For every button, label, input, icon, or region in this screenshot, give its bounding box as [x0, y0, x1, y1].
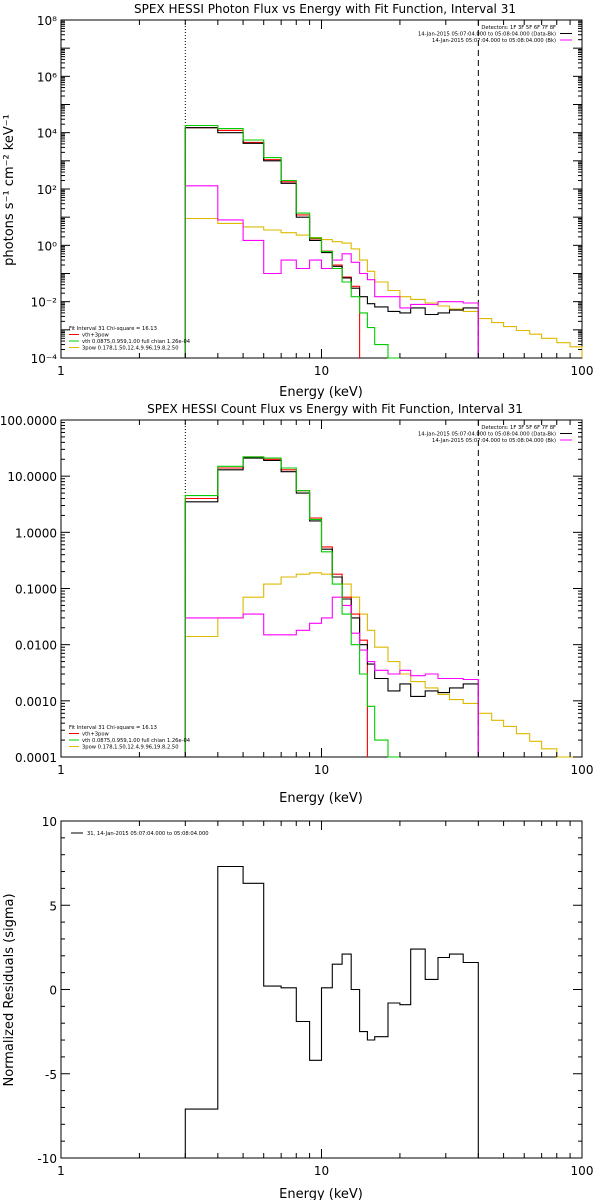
count-flux-series-group — [184, 456, 582, 758]
photon-flux-x-axis-label: Energy (keV) — [279, 385, 363, 400]
photon-flux-legend-bottom-left: Fit Interval 31 Chi-square = 16.13vth+3p… — [69, 326, 191, 352]
photon-flux-x-tick-label: 10 — [314, 364, 329, 378]
residuals-axes: 1 10 100 -10 -5 0 5 10 — [37, 815, 593, 1178]
count-flux-legend-entry: vth 0.0875,0.959,1.00 full chian 1.26e-0… — [82, 738, 191, 744]
count-flux-x-tick-label: 10 — [314, 763, 329, 777]
residuals-x-tick-label: 1 — [57, 1164, 65, 1178]
count-flux-y-tick-label: 10.0000 — [7, 470, 57, 484]
photon-flux-series-vth-plus-3pow — [184, 127, 361, 358]
photon-flux-y-tick-label: 10⁸ — [37, 14, 57, 28]
count-flux-legend-entry: 14-Jan-2015 05:07:04.000 to 05:08:04.000… — [418, 432, 556, 438]
residuals-y-axis-label: Normalized Residuals (sigma) — [2, 893, 17, 1086]
photon-flux-legend-entry: vth+3pow — [82, 333, 110, 339]
photon-flux-x-tick-label: 100 — [571, 364, 594, 378]
count-flux-legend-top-right: Detectors: 1F 3F 5F 6F 7F 8F14-Jan-2015 … — [418, 425, 572, 444]
photon-flux-x-tick-label: 1 — [57, 364, 65, 378]
count-flux-legend-entry: vth+3pow — [82, 732, 110, 738]
residuals-y-tick-label: 5 — [49, 899, 57, 913]
photon-flux-series-3pow — [184, 217, 583, 358]
count-flux-y-tick-label: 0.1000 — [15, 583, 57, 597]
count-flux-x-axis-label: Energy (keV) — [279, 791, 363, 806]
count-flux-legend-entry: 14-Jan-2015 05:07:04.000 to 05:08:04.000… — [432, 438, 556, 444]
count-flux-series-3pow — [184, 572, 582, 758]
count-flux-chart-title: SPEX HESSI Count Flux vs Energy with Fit… — [147, 402, 523, 416]
residuals-legend: 31, 14-Jan-2015 05:07:04.000 to 05:08:04… — [71, 831, 209, 837]
count-flux-y-tick-label: 0.0010 — [15, 695, 57, 709]
count-flux-series-background — [184, 596, 479, 757]
photon-flux-legend-entry: Fit Interval 31 Chi-square = 16.13 — [69, 326, 157, 332]
residuals-x-axis-label: Energy (keV) — [279, 1187, 363, 1200]
residuals-y-tick-label: -5 — [45, 1068, 57, 1082]
residuals-y-tick-label: 10 — [42, 815, 57, 829]
photon-flux-legend-entry: Detectors: 1F 3F 5F 6F 7F 8F — [481, 25, 556, 31]
count-flux-legend-entry: 3pow 0.178,1.50,12.4,9.96,19.8,2.50 — [82, 745, 179, 751]
count-flux-y-tick-label: 0.0100 — [15, 639, 57, 653]
photon-flux-y-tick-label: 10⁶ — [37, 70, 57, 84]
residuals-chart: 1 10 100 -10 -5 0 5 10 Energy (keV) Normalized … — [2, 815, 593, 1200]
residuals-legend-entry: 31, 14-Jan-2015 05:07:04.000 to 05:08:04… — [87, 831, 209, 837]
photon-flux-chart: SPEX HESSI Photon Flux vs Energy with Fi… — [2, 2, 593, 400]
count-flux-x-tick-label: 1 — [57, 763, 65, 777]
residuals-x-tick-label: 100 — [571, 1164, 594, 1178]
count-flux-x-tick-label: 100 — [571, 763, 594, 777]
count-flux-legend-entry: Detectors: 1F 3F 5F 6F 7F 8F — [481, 425, 556, 431]
residuals-series-residuals — [184, 865, 479, 1158]
count-flux-legend-bottom-left: Fit Interval 31 Chi-square = 16.13vth+3p… — [69, 725, 191, 751]
count-flux-series-data-minus-bk — [184, 457, 479, 757]
photon-flux-y-tick-label: 10⁴ — [37, 127, 57, 141]
photon-flux-y-axis-label: photons s⁻¹ cm⁻² keV⁻¹ — [2, 114, 17, 266]
photon-flux-series-group — [184, 124, 583, 359]
photon-flux-y-tick-label: 10⁰ — [37, 239, 57, 253]
photon-flux-series-data-minus-bk — [184, 127, 479, 358]
residuals-y-tick-label: -10 — [37, 1152, 57, 1166]
count-flux-y-tick-label: 100.0000 — [0, 414, 57, 428]
photon-flux-plot-frame — [60, 19, 583, 359]
photon-flux-y-tick-label: 10² — [37, 183, 57, 197]
photon-flux-y-tick-label: 10⁻² — [31, 296, 58, 310]
count-flux-y-tick-label: 0.0001 — [15, 751, 57, 765]
count-flux-legend-entry: Fit Interval 31 Chi-square = 16.13 — [69, 725, 157, 731]
photon-flux-legend-entry: 14-Jan-2015 05:07:04.000 to 05:08:04.000… — [432, 38, 556, 44]
count-flux-series-vth — [184, 456, 400, 758]
count-flux-vlines — [184, 420, 479, 757]
photon-flux-legend-entry: vth 0.0875,0.959,1.00 full chian 1.26e-0… — [82, 339, 191, 345]
count-flux-axes: 1 10 100 0.0001 0.0010 0.0100 0.1000 1.0000 10.0… — [0, 414, 593, 777]
photon-flux-series-background — [184, 185, 479, 358]
photon-flux-chart-title: SPEX HESSI Photon Flux vs Energy with Fi… — [134, 2, 516, 16]
photon-flux-legend-top-right: Detectors: 1F 3F 5F 6F 7F 8F14-Jan-2015 … — [418, 25, 572, 44]
photon-flux-axes: 1 10 100 10⁻⁴ 10⁻² 10⁰ 10² 10⁴ 10⁶ 10⁸ — [31, 14, 594, 378]
count-flux-chart: SPEX HESSI Count Flux vs Energy with Fit… — [0, 402, 593, 806]
count-flux-plot-frame — [60, 419, 583, 758]
photon-flux-vlines — [184, 20, 479, 358]
photon-flux-y-tick-label: 10⁻⁴ — [31, 352, 58, 366]
count-flux-y-tick-label: 1.0000 — [15, 526, 57, 540]
residuals-series-group — [184, 865, 479, 1158]
photon-flux-legend-entry: 14-Jan-2015 05:07:04.000 to 05:08:04.000… — [418, 32, 556, 38]
residuals-x-tick-label: 10 — [314, 1164, 329, 1178]
photon-flux-legend-entry: 3pow 0.178,1.50,12.4,9.96,19.8,2.50 — [82, 346, 179, 352]
residuals-y-tick-label: 0 — [49, 984, 57, 998]
photon-flux-series-vth — [184, 124, 400, 359]
